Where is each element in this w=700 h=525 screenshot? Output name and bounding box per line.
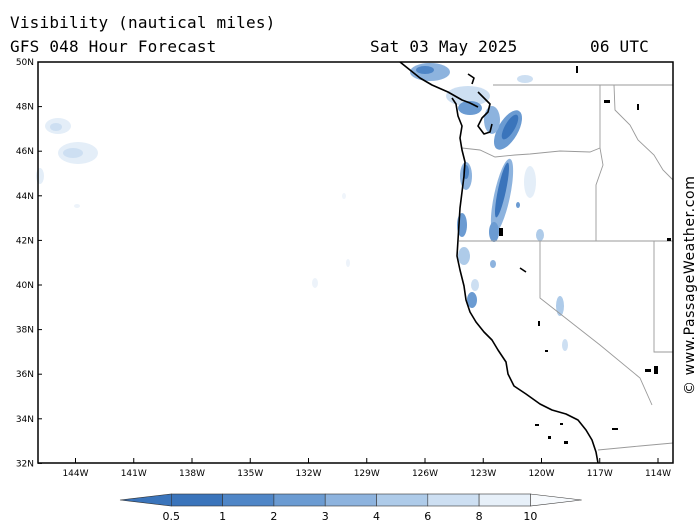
colorbar-label: 8 xyxy=(476,510,483,523)
colorbar-segment xyxy=(273,493,326,507)
lon-label: 120W xyxy=(528,469,554,479)
colorbar-low-extension xyxy=(119,493,172,507)
colorbar-segment xyxy=(478,493,531,507)
site-credit: © www.PassageWeather.com xyxy=(682,176,698,395)
lat-label: 44N xyxy=(16,192,34,202)
latitude-axis: 50N 48N 46N 44N 42N 40N 38N 36N 34N 32N xyxy=(16,58,42,469)
lon-label: 123W xyxy=(470,469,496,479)
lat-label: 32N xyxy=(16,459,34,469)
longitude-axis: 144W 141W 138W 135W 132W 129W 126W 123W 120W 117W… xyxy=(62,458,671,479)
lon-label: 117W xyxy=(587,469,613,479)
forecast-time: 06 UTC xyxy=(590,37,649,56)
colorbar-label: 10 xyxy=(523,510,537,523)
colorbar-segment xyxy=(222,493,275,507)
colorbar-segment xyxy=(376,493,429,507)
islands xyxy=(499,66,671,444)
forecast-date: Sat 03 May 2025 xyxy=(370,37,518,56)
colorbar-label: 6 xyxy=(424,510,431,523)
lat-label: 42N xyxy=(16,236,34,246)
lon-label: 135W xyxy=(237,469,263,479)
visibility-shading xyxy=(36,63,568,351)
colorbar-segment xyxy=(324,493,377,507)
colorbar-label: 1 xyxy=(219,510,226,523)
lat-label: 38N xyxy=(16,326,34,336)
lon-label: 144W xyxy=(62,469,88,479)
colorbar-label: 4 xyxy=(373,510,380,523)
lat-label: 34N xyxy=(16,415,34,425)
lat-label: 48N xyxy=(16,103,34,113)
visibility-colorbar: 0.5 1 2 3 4 6 8 10 xyxy=(119,493,582,523)
lon-label: 114W xyxy=(645,469,671,479)
lon-label: 138W xyxy=(179,469,205,479)
lat-label: 40N xyxy=(16,281,34,291)
coastline xyxy=(399,61,599,464)
lon-label: 129W xyxy=(354,469,380,479)
lat-label: 46N xyxy=(16,147,34,157)
lon-label: 141W xyxy=(121,469,147,479)
colorbar-segment xyxy=(171,493,223,507)
lon-label: 132W xyxy=(295,469,321,479)
colorbar-label: 2 xyxy=(270,510,277,523)
map-title: Visibility (nautical miles) xyxy=(10,13,276,32)
forecast-model-label: GFS 048 Hour Forecast xyxy=(10,37,217,56)
map-background xyxy=(38,62,673,463)
lat-label: 36N xyxy=(16,370,34,380)
colorbar-high-extension xyxy=(530,493,582,507)
lon-label: 126W xyxy=(412,469,438,479)
colorbar-label: 0.5 xyxy=(163,510,181,523)
state-borders xyxy=(459,84,674,451)
colorbar-segment xyxy=(427,493,480,507)
colorbar-label: 3 xyxy=(322,510,329,523)
map-frame xyxy=(37,61,674,464)
lat-label: 50N xyxy=(16,58,34,68)
